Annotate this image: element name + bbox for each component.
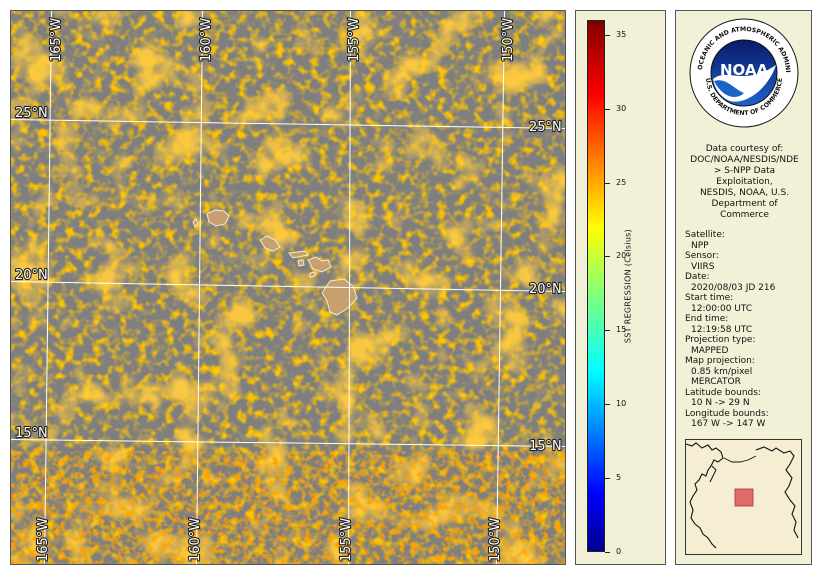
credit-line: > S-NPP Data xyxy=(713,166,776,176)
colorbar-tick xyxy=(605,478,610,479)
lon-label-top-165w: 165°W xyxy=(49,18,64,62)
lat-label-left-15n: 15°N xyxy=(15,426,48,441)
latitude-bounds-value: 10 N -> 29 N xyxy=(691,398,750,408)
lon-label-bottom-165w: 165°W xyxy=(36,518,51,562)
date-label: Date: xyxy=(685,272,710,282)
inset-coastline-japan xyxy=(709,465,717,483)
lon-label-top-150w: 150°W xyxy=(501,18,516,62)
graticule-labels: 165°W 160°W 155°W 150°W 165°W 160°W 155°… xyxy=(14,17,563,564)
island-niihau xyxy=(192,218,199,229)
colorbar-tick xyxy=(605,552,610,553)
sst-map[interactable]: 165°W 160°W 155°W 150°W 165°W 160°W 155°… xyxy=(10,10,566,565)
lat-label-left-25n: 25°N xyxy=(15,106,48,121)
colorbar-tick-label: 0 xyxy=(616,547,622,556)
lat-label-left-20n: 20°N xyxy=(15,268,48,283)
inset-coastline-asia xyxy=(686,442,724,549)
island-lanai xyxy=(297,259,305,267)
longitude-bounds-label: Longitude bounds: xyxy=(685,408,769,419)
lat-label-right-20n: 20°N xyxy=(529,282,562,297)
noaa-logo: NOAA NATIONAL OCEANIC AND ATMOSPHERIC AD… xyxy=(688,17,799,128)
lon-label-top-160w: 160°W xyxy=(199,18,214,62)
colorbar-tick xyxy=(605,330,610,331)
credit-line: Commerce xyxy=(720,210,769,220)
colorbar-tick-label: 25 xyxy=(616,178,627,187)
colorbar-tick xyxy=(605,109,610,110)
lat-label-right-25n: 25°N xyxy=(529,120,562,135)
colorbar-tick xyxy=(605,404,610,405)
sensor-label: Sensor: xyxy=(685,251,719,261)
colorbar-tick xyxy=(605,183,610,184)
noaa-logo-word: NOAA xyxy=(720,61,769,79)
lon-label-bottom-160w: 160°W xyxy=(188,518,203,562)
data-credit: Data courtesy of: DOC/NOAA/NESDIS/NDE > … xyxy=(676,144,813,221)
start-time-value: 12:00:00 UTC xyxy=(691,303,753,314)
island-oahu xyxy=(259,235,281,252)
map-projection-label: Map projection: xyxy=(685,356,755,366)
colorbar-title: SST REGRESSION (Celsius) xyxy=(623,228,633,344)
inset-coastline-aleutians xyxy=(723,455,757,463)
colorbar-tick-label: 15 xyxy=(616,325,627,334)
projection-type-label: Projection type: xyxy=(685,335,756,345)
inset-coastline-americas xyxy=(755,446,799,539)
credit-line: Exploitation, xyxy=(716,177,773,187)
locator-inset-map xyxy=(685,439,802,555)
satellite-value: NPP xyxy=(691,240,709,251)
island-maui xyxy=(307,256,332,273)
satellite-label: Satellite: xyxy=(685,230,725,240)
sst-warm-south-pixels xyxy=(11,451,565,564)
island-molokai xyxy=(288,250,309,259)
lon-label-bottom-155w: 155°W xyxy=(339,518,354,562)
info-panel: NOAA NATIONAL OCEANIC AND ATMOSPHERIC AD… xyxy=(675,10,812,565)
colorbar-tick-label: 10 xyxy=(616,399,627,408)
start-time-label: Start time: xyxy=(685,293,734,303)
island-kauai xyxy=(206,209,230,227)
colorbar-tick-label: 5 xyxy=(616,473,622,482)
locator-map-canvas xyxy=(686,442,799,549)
end-time-value: 12:19:58 UTC xyxy=(691,324,753,335)
credit-line: Department of xyxy=(711,199,778,209)
graticule xyxy=(11,11,565,564)
credit-line: Data courtesy of: xyxy=(705,144,784,154)
image-metadata: Satellite: NPP Sensor: VIIRS Date: 2020/… xyxy=(685,230,775,430)
sst-colorbar xyxy=(587,20,605,552)
inset-region-box xyxy=(734,488,754,507)
sst-map-canvas: 165°W 160°W 155°W 150°W 165°W 160°W 155°… xyxy=(11,11,565,564)
lon-label-top-155w: 155°W xyxy=(347,18,362,62)
credit-line: DOC/NOAA/NESDIS/NDE xyxy=(690,155,799,165)
credit-line: NESDIS, NOAA, U.S. xyxy=(699,188,790,198)
latitude-bounds-label: Latitude bounds: xyxy=(685,387,761,398)
colorbar-tick-label: 30 xyxy=(616,104,627,113)
colorbar-tick-label: 20 xyxy=(616,251,627,260)
longitude-bounds-value: 167 W -> 147 W xyxy=(691,419,766,429)
colorbar-panel: 35 30 25 20 15 10 5 0 SST REGRESSION (Celsius) xyxy=(575,10,666,565)
island-kahoolawe xyxy=(309,271,316,278)
colorbar-tick-label: 35 xyxy=(616,30,627,39)
end-time-label: End time: xyxy=(685,314,729,324)
map-projection-value: MERCATOR xyxy=(691,377,741,387)
lat-label-right-15n: 15°N xyxy=(529,439,562,454)
date-value: 2020/08/03 JD 216 xyxy=(691,282,776,293)
sensor-value: VIIRS xyxy=(691,261,715,272)
colorbar-tick xyxy=(605,256,610,257)
map-resolution-value: 0.85 km/pixel xyxy=(691,366,753,377)
projection-type-value: MAPPED xyxy=(691,345,729,356)
lon-label-bottom-150w: 150°W xyxy=(488,518,503,562)
colorbar-tick xyxy=(605,35,610,36)
